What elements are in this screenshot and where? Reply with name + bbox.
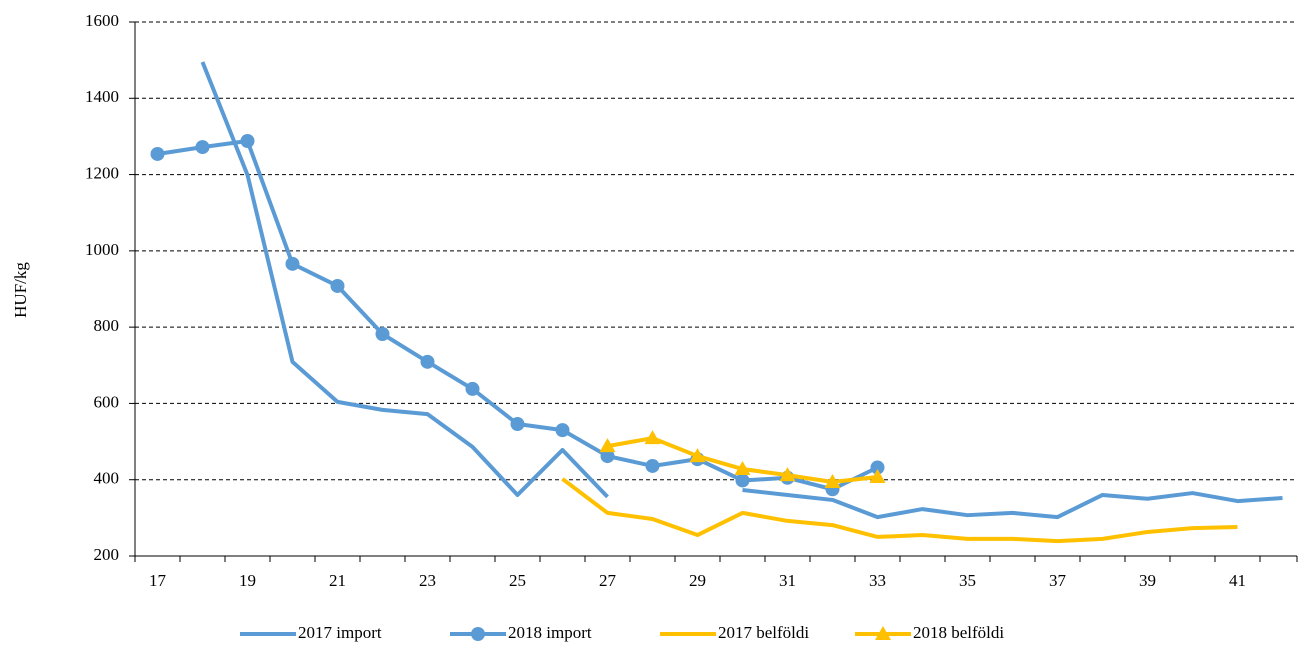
x-tick-label: 25 — [509, 571, 526, 590]
y-tick-label: 1600 — [85, 11, 119, 30]
x-tick-label: 39 — [1139, 571, 1156, 590]
y-tick-label: 800 — [94, 316, 120, 335]
y-tick-label: 1200 — [85, 163, 119, 182]
legend-label: 2017 import — [298, 623, 382, 642]
series-line — [561, 477, 1238, 544]
marker — [600, 449, 615, 464]
legend-label: 2018 import — [508, 623, 592, 642]
x-tick-label: 29 — [689, 571, 706, 590]
marker — [875, 626, 891, 640]
y-tick-label: 600 — [94, 392, 120, 411]
marker — [735, 473, 750, 488]
marker — [870, 460, 885, 475]
marker — [779, 467, 796, 482]
y-tick-label: 1400 — [85, 87, 119, 106]
x-tick-label: 19 — [239, 571, 256, 590]
x-tick-label: 23 — [419, 571, 436, 590]
marker — [869, 469, 886, 484]
y-tick-label: 400 — [94, 469, 120, 488]
x-tick-label: 35 — [959, 571, 976, 590]
marker — [420, 354, 435, 369]
marker — [285, 256, 300, 271]
marker — [644, 430, 661, 445]
marker — [150, 146, 165, 161]
x-tick-label: 33 — [869, 571, 886, 590]
marker — [375, 327, 390, 342]
marker — [330, 278, 345, 293]
x-tick-label: 27 — [599, 571, 617, 590]
marker — [465, 381, 480, 396]
x-tick-label: 17 — [149, 571, 167, 590]
legend-label: 2018 belföldi — [913, 623, 1004, 642]
marker — [645, 458, 660, 473]
series-line — [157, 139, 879, 492]
series-line — [200, 61, 1283, 520]
x-tick-label: 41 — [1229, 571, 1246, 590]
marker — [555, 423, 570, 438]
y-tick-label: 1000 — [85, 240, 119, 259]
y-axis-label: HUF/kg — [11, 262, 30, 318]
marker — [510, 417, 525, 432]
marker — [599, 438, 616, 453]
marker — [689, 448, 706, 463]
y-tick-label: 200 — [94, 545, 120, 564]
legend-label: 2017 belföldi — [718, 623, 809, 642]
x-tick-label: 37 — [1049, 571, 1067, 590]
marker — [240, 134, 255, 149]
marker — [471, 627, 485, 641]
marker — [734, 461, 751, 476]
x-tick-label: 21 — [329, 571, 346, 590]
x-tick-label: 31 — [779, 571, 796, 590]
marker — [824, 474, 841, 489]
marker — [195, 140, 210, 155]
